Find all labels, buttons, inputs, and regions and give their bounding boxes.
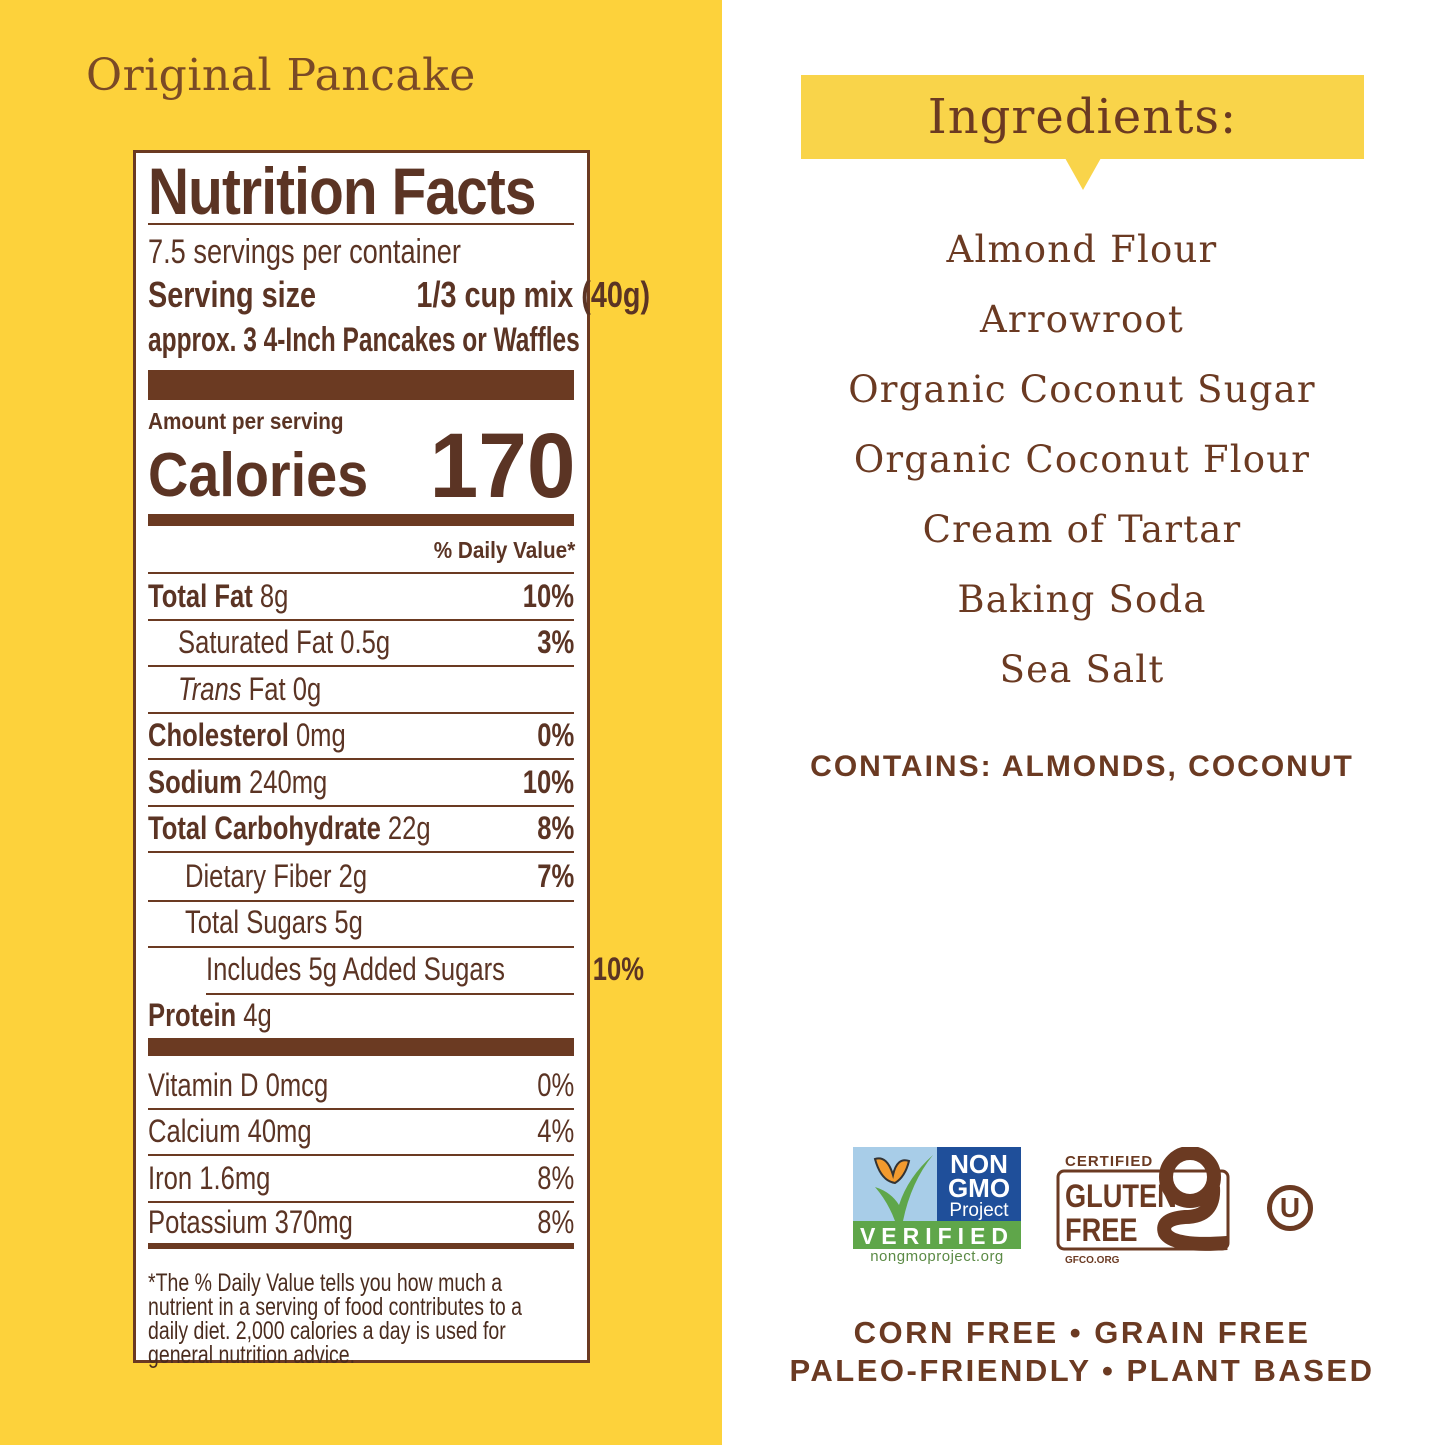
nutrient-name: Sodium 240mg bbox=[148, 763, 328, 800]
nutrient-row: Protein 4g bbox=[148, 993, 574, 1040]
product-name: Original Pancake bbox=[86, 50, 476, 101]
nutrient-name: Cholesterol 0mg bbox=[148, 717, 346, 754]
daily-value: 4% bbox=[537, 1113, 574, 1150]
nutrient-name: Includes 5g Added Sugars bbox=[206, 950, 505, 987]
nutrient-name: Potassium 370mg bbox=[148, 1204, 353, 1241]
nutrient-rows: Total Fat 8g 10% Saturated Fat 0.5g 3% Trans… bbox=[148, 574, 644, 1040]
ingredient-item: Organic Coconut Sugar bbox=[848, 368, 1316, 411]
divider bbox=[148, 572, 574, 574]
micronutrient-row: Calcium 40mg 4% bbox=[148, 1110, 574, 1156]
nutrient-amount: 5g bbox=[334, 904, 363, 941]
servings-per-container: 7.5 servings per container bbox=[148, 233, 461, 271]
daily-value-header: % Daily Value* bbox=[433, 537, 575, 563]
nutrition-facts-label: Nutrition Facts 7.5 servings per contain… bbox=[133, 150, 651, 1368]
divider bbox=[148, 223, 574, 225]
calories-row: Calories 170 bbox=[148, 415, 575, 517]
divider bbox=[206, 992, 574, 995]
daily-value: 10% bbox=[592, 950, 644, 987]
nutrient-name: Iron 1.6mg bbox=[148, 1159, 271, 1196]
calories-label: Calories bbox=[148, 441, 369, 510]
daily-value: 8% bbox=[537, 1204, 574, 1241]
nutrient-name: Total Sugars 5g bbox=[185, 904, 363, 941]
amount-per-serving: Amount per serving bbox=[148, 408, 344, 434]
nutrient-amount: 240mg bbox=[248, 763, 328, 800]
nutrient-row: Includes 5g Added Sugars 10% bbox=[148, 946, 644, 995]
nutrient-name: Total Carbohydrate 22g bbox=[148, 810, 431, 847]
footnote: *The % Daily Value tells you how much a … bbox=[148, 1269, 522, 1369]
ingredient-item: Organic Coconut Flour bbox=[853, 438, 1311, 481]
divider bbox=[148, 946, 574, 948]
ingredient-item: Sea Salt bbox=[999, 648, 1165, 691]
nutrient-row: Sodium 240mg 10% bbox=[148, 760, 574, 807]
svg-text:VERIFIED: VERIFIED bbox=[860, 1223, 1014, 1249]
nutrient-name: Protein 4g bbox=[148, 997, 272, 1034]
svg-text:GMO: GMO bbox=[948, 1173, 1010, 1203]
nutrient-row: Saturated Fat 0.5g 3% bbox=[148, 621, 574, 667]
serving-approx: approx. 3 4-Inch Pancakes or Waffles bbox=[148, 321, 580, 359]
daily-value: 3% bbox=[537, 624, 574, 661]
ingredient-item: Almond Flour bbox=[946, 228, 1218, 271]
gluten-free-certified-logo: CERTIFIED GLUTEN FREE GFCO.ORG bbox=[1056, 1147, 1230, 1266]
svg-text:GLUTEN: GLUTEN bbox=[1065, 1179, 1177, 1215]
nutrient-row: Total Carbohydrate 22g 8% bbox=[148, 807, 574, 853]
micronutrient-row: Potassium 370mg 8% bbox=[148, 1203, 574, 1249]
nutrient-name: Trans Fat 0g bbox=[178, 670, 322, 707]
ingredient-item: Cream of Tartar bbox=[922, 508, 1242, 551]
banner-pointer bbox=[1065, 158, 1101, 190]
nutrient-amount: 8g bbox=[259, 577, 289, 614]
non-gmo-verified-logo: NON GMO Project VERIFIED bbox=[853, 1147, 1021, 1249]
nutrient-name: Vitamin D 0mcg bbox=[148, 1066, 329, 1103]
micronutrient-row: Vitamin D 0mcg 0% bbox=[148, 1063, 574, 1110]
nutrient-amount: 0.5g bbox=[340, 624, 391, 661]
svg-text:NON: NON bbox=[950, 1149, 1008, 1179]
nutrient-row: Total Sugars 5g bbox=[148, 900, 574, 948]
nutrient-name: Saturated Fat 0.5g bbox=[178, 624, 391, 661]
daily-value: 10% bbox=[522, 763, 574, 800]
nutrient-name: Calcium 40mg bbox=[148, 1113, 312, 1150]
nutrient-amount: 2g bbox=[338, 857, 368, 894]
nutrient-amount: 0g bbox=[292, 670, 322, 707]
nutrition-title: Nutrition Facts bbox=[148, 154, 536, 228]
nutrient-row: Dietary Fiber 2g 7% bbox=[148, 853, 574, 902]
nutrient-amount: 4g bbox=[243, 997, 272, 1034]
daily-value: 10% bbox=[522, 577, 574, 614]
nutrient-amount: 22g bbox=[387, 810, 431, 847]
ingredient-item: Baking Soda bbox=[957, 578, 1207, 621]
svg-text:FREE: FREE bbox=[1065, 1213, 1138, 1249]
claims-line-2: PALEO-FRIENDLY • PLANT BASED bbox=[789, 1353, 1375, 1388]
calories-value: 170 bbox=[429, 415, 575, 517]
ingredient-item: Arrowroot bbox=[980, 298, 1184, 341]
nutrient-row: Cholesterol 0mg 0% bbox=[148, 714, 574, 760]
allergen-statement: CONTAINS: ALMONDS, COCONUT bbox=[810, 750, 1354, 783]
claims-line-1: CORN FREE • GRAIN FREE bbox=[853, 1315, 1311, 1350]
nutrient-row: Trans Fat 0g bbox=[148, 667, 574, 714]
daily-value: 7% bbox=[537, 857, 574, 894]
nutrient-row: Total Fat 8g 10% bbox=[148, 574, 574, 621]
ingredients-title: Ingredients: bbox=[801, 75, 1364, 159]
kosher-symbol: U bbox=[1267, 1185, 1313, 1231]
daily-value: 0% bbox=[537, 1066, 574, 1103]
svg-text:GFCO.ORG: GFCO.ORG bbox=[1065, 1255, 1120, 1266]
medium-bar bbox=[148, 514, 574, 526]
nutrient-name: Dietary Fiber 2g bbox=[185, 857, 368, 894]
daily-value: 8% bbox=[537, 1159, 574, 1196]
micronutrient-row: Iron 1.6mg 8% bbox=[148, 1156, 574, 1203]
thick-bar bbox=[148, 370, 574, 400]
nutrient-name: Total Fat 8g bbox=[148, 577, 289, 614]
thick-bar bbox=[148, 1038, 574, 1056]
micronutrient-rows: Vitamin D 0mcg 0% Calcium 40mg 4% Iron 1.6mg… bbox=[148, 1063, 574, 1249]
divider bbox=[148, 899, 574, 902]
svg-text:CERTIFIED: CERTIFIED bbox=[1065, 1153, 1153, 1170]
svg-text:Project: Project bbox=[949, 1200, 1009, 1221]
daily-value: 0% bbox=[537, 717, 574, 754]
daily-value: 8% bbox=[537, 810, 574, 847]
nutrient-amount: 0mg bbox=[295, 717, 346, 754]
serving-size: Serving size 1/3 cup mix (40g) bbox=[148, 274, 651, 315]
nongmo-url: nongmoproject.org bbox=[870, 1248, 1004, 1265]
